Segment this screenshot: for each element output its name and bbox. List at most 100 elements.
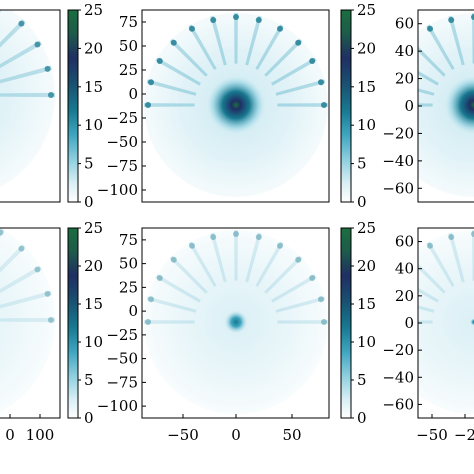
ray (255, 241, 284, 287)
colorbar-1 (67, 9, 81, 203)
ray (0, 19, 26, 48)
ray-tip (210, 16, 217, 23)
ray-tip (321, 102, 327, 108)
panel-6 (386, 227, 474, 419)
colorbar-tick-label: 20 (84, 257, 103, 275)
ray (188, 241, 217, 287)
ray-tip (233, 231, 239, 237)
x-tick-label: 0 (5, 426, 15, 444)
ray-tip (318, 296, 325, 303)
y-tick-label: 60 (395, 15, 414, 33)
colorbar-tick-label: 5 (84, 371, 94, 389)
colorbar-tick-label: 0 (84, 409, 94, 427)
ray (169, 255, 208, 294)
ray-tip (156, 275, 163, 281)
ray (0, 228, 5, 238)
ray-tip (147, 296, 154, 303)
ray (234, 230, 238, 281)
x-tick-label: 0 (231, 426, 241, 444)
diffuse-disk (418, 230, 474, 414)
y-tick-label: 20 (395, 287, 414, 305)
ray-tip (309, 58, 316, 64)
colorbar-tick-label: 25 (357, 1, 376, 19)
y-tick-label: −20 (382, 124, 414, 142)
ray (277, 320, 328, 324)
ray-tip (295, 39, 302, 46)
panel-plot-area (0, 228, 55, 413)
ray-tip (448, 16, 455, 23)
ray (245, 232, 262, 283)
y-tick-label: −75 (106, 373, 138, 391)
ray-tip (170, 256, 177, 263)
x-tick-label: −50 (167, 426, 199, 444)
panel-5 (141, 227, 330, 419)
colorbar-tick-label: 25 (84, 1, 103, 19)
ray-tip (427, 242, 433, 249)
ray (245, 15, 262, 66)
y-tick-label: −50 (106, 133, 138, 151)
ray (188, 24, 217, 70)
ray-tip (427, 25, 433, 32)
colorbar-tick-label: 0 (357, 193, 367, 211)
ray-tip (0, 229, 4, 236)
ray (418, 263, 446, 294)
ray (418, 70, 439, 86)
ray-tip (145, 319, 151, 325)
y-tick-label: 0 (404, 97, 414, 115)
ray-tip (233, 14, 239, 20)
ray-tip (48, 92, 54, 98)
ray-tip (34, 266, 41, 273)
colorbar-4 (67, 227, 81, 419)
y-tick-label: 0 (128, 85, 138, 103)
y-tick-label: −40 (382, 152, 414, 170)
ray (0, 40, 43, 69)
colorbar-tick-label: 0 (84, 193, 94, 211)
colorbar-tick-label: 25 (357, 219, 376, 237)
axes-frame (141, 9, 330, 203)
y-tick-label: 25 (119, 278, 138, 296)
panel-4 (0, 227, 61, 419)
ray (264, 255, 303, 294)
panel-plot-area (386, 230, 474, 414)
colorbar-tick-label: 10 (357, 333, 376, 351)
ray-tip (255, 16, 262, 23)
ray-tip (309, 275, 316, 281)
colorbar-tick-label: 15 (84, 78, 103, 96)
ray (0, 317, 55, 323)
ray-tip (170, 39, 177, 46)
ray-tip (147, 79, 154, 86)
y-tick-label: −25 (106, 326, 138, 344)
ray-tip (48, 317, 54, 323)
diffuse-disk (0, 228, 55, 413)
ray-tip (34, 41, 41, 48)
ray (448, 232, 465, 283)
y-tick-label: 0 (128, 302, 138, 320)
diffuse-disk (0, 10, 55, 188)
ray-tip (386, 296, 392, 302)
y-tick-label: 40 (395, 260, 414, 278)
axes-frame (0, 227, 61, 419)
colorbar-tick-label: 0 (357, 409, 367, 427)
colorbar-tick-label: 20 (357, 257, 376, 275)
ray-tip (18, 20, 25, 27)
colorbar-gradient (67, 227, 79, 419)
x-tick-label: 100 (26, 426, 55, 444)
y-tick-label: 40 (395, 42, 414, 60)
axes-frame (0, 9, 61, 203)
ray-tip (255, 233, 262, 240)
colorbar-tick-label: 10 (84, 333, 103, 351)
panel-plot-area (0, 10, 55, 188)
ray (210, 232, 227, 283)
ray (144, 103, 195, 107)
y-tick-label: 25 (119, 61, 138, 79)
ray-tip (471, 231, 474, 237)
panel-plot-area (418, 13, 474, 197)
ray (418, 88, 435, 96)
y-tick-label: 0 (404, 314, 414, 332)
panel-1 (0, 9, 61, 203)
colorbar-tick-label: 10 (357, 116, 376, 134)
colorbar-5 (340, 227, 354, 419)
y-tick-label: −60 (382, 395, 414, 413)
ray-tip (210, 233, 217, 240)
ray (418, 305, 435, 313)
